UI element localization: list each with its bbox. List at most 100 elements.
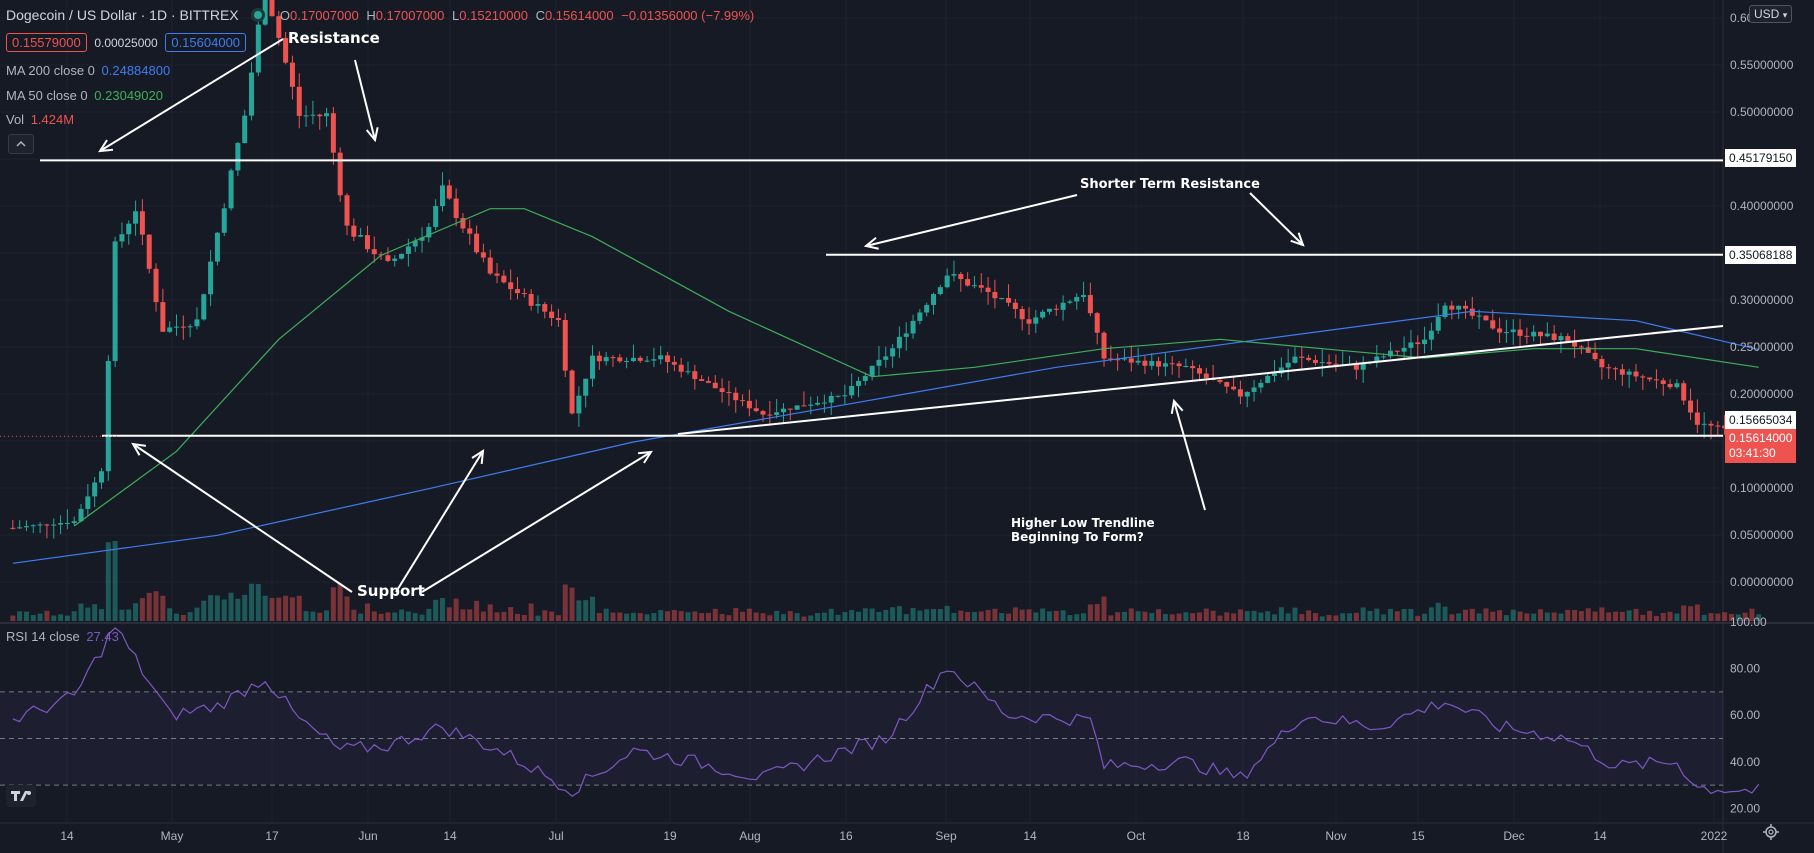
candle-body <box>521 293 527 295</box>
volume-bar <box>985 609 991 621</box>
candle-body <box>733 392 739 401</box>
candle-body <box>1647 377 1653 380</box>
candle-body <box>1312 359 1318 363</box>
candle-body <box>324 113 330 117</box>
volume-bar <box>1401 609 1407 621</box>
volume-bar <box>1108 615 1114 621</box>
candle-body <box>1544 333 1550 337</box>
higher-low-arrow <box>1173 400 1206 511</box>
annotation-shorter-term-resistance: Shorter Term Resistance <box>1080 177 1260 192</box>
rsi-legend[interactable]: RSI 14 close 27.43 <box>6 629 119 644</box>
ohlc-low-value: 0.15210000 <box>459 8 528 23</box>
candle-body <box>1531 331 1537 337</box>
candle-body <box>583 378 589 396</box>
candle-body <box>1722 425 1728 429</box>
settings-gear-icon[interactable] <box>1762 823 1780 841</box>
volume-bar <box>439 598 445 621</box>
rsi-tick-label: 20.00 <box>1730 801 1760 815</box>
candle-body <box>1606 367 1612 369</box>
volume-bar <box>528 603 534 621</box>
volume-bar <box>44 610 50 621</box>
volume-bar <box>98 609 104 621</box>
candle-body <box>1585 347 1591 353</box>
tradingview-logo[interactable] <box>6 785 36 807</box>
volume-bar <box>869 608 875 621</box>
candle-body <box>1265 375 1271 383</box>
volume-bar <box>1490 611 1496 621</box>
volume-value: 1.424M <box>30 112 75 127</box>
volume-bar <box>1326 615 1332 621</box>
shorter-term-arrow-left-head <box>863 236 879 250</box>
volume-bar <box>508 607 514 621</box>
candle-body <box>399 253 405 259</box>
buy-price-box[interactable]: 0.15604000 <box>165 33 247 52</box>
volume-bar <box>555 615 561 621</box>
last-price-tag: 0.15614000 03:41:30 <box>1725 429 1797 463</box>
volume-bar <box>924 609 930 621</box>
annotation-higher-low: Higher Low Trendline Beginning To Form? <box>1011 516 1155 544</box>
sell-price-box[interactable]: 0.15579000 <box>6 33 87 52</box>
volume-bar <box>515 613 520 621</box>
support-arrow-3 <box>421 451 652 593</box>
candle-body <box>896 336 902 349</box>
volume-label: Vol <box>6 112 25 127</box>
volume-bar <box>876 611 882 621</box>
candle-body <box>876 359 882 366</box>
volume-bar <box>1094 604 1100 621</box>
volume-bar <box>453 598 459 621</box>
volume-bar <box>214 595 220 621</box>
candle-body <box>289 62 295 87</box>
volume-bar <box>1469 608 1475 621</box>
collapse-legend-button[interactable] <box>8 134 34 154</box>
rsi-tick-label: 80.00 <box>1730 662 1760 676</box>
ma200-legend[interactable]: MA 200 close 0 0.24884800 <box>6 63 170 78</box>
volume-bar <box>1606 612 1612 621</box>
candle-body <box>296 86 302 116</box>
volume-bar <box>535 615 541 621</box>
volume-bar <box>1428 607 1434 621</box>
market-status-icon <box>254 11 263 19</box>
ohlc-close-label: C <box>535 8 545 23</box>
price-tick-label: 0.25000000 <box>1730 340 1794 354</box>
volume-bar <box>992 608 998 621</box>
currency-button[interactable]: USD ▾ <box>1749 5 1793 23</box>
volume-bar <box>1040 608 1046 621</box>
candle-body <box>862 376 868 381</box>
volume-legend[interactable]: Vol 1.424M <box>6 112 74 127</box>
volume-bar <box>1156 609 1162 621</box>
candle-body <box>842 395 848 397</box>
volume-bar <box>1101 596 1107 621</box>
volume-bar <box>1244 611 1250 621</box>
shorter-term-arrow-right <box>1249 192 1304 246</box>
candle-body <box>1183 366 1189 368</box>
candle-body <box>1510 329 1516 333</box>
candle-body <box>726 392 732 394</box>
volume-bar <box>10 615 16 621</box>
volume-bar <box>378 613 384 621</box>
volume-bar <box>1749 608 1755 621</box>
candle-body <box>1306 357 1312 360</box>
candle-body <box>474 233 480 253</box>
candle-body <box>1503 332 1509 334</box>
ma50-legend[interactable]: MA 50 close 0 0.23049020 <box>6 88 163 103</box>
candle-body <box>201 294 207 320</box>
candle-body <box>535 304 541 306</box>
candle-body <box>856 380 861 386</box>
candle-body <box>1006 297 1012 303</box>
volume-bar <box>351 609 357 621</box>
candle-body <box>78 508 84 522</box>
shorter-term-arrow-right-head <box>1290 232 1305 247</box>
candle-body <box>555 318 561 320</box>
ohlc-close-value: 0.15614000 <box>544 8 614 23</box>
volume-bar <box>167 608 173 621</box>
candle-body <box>1046 308 1052 312</box>
volume-bar <box>1319 616 1325 621</box>
volume-bar <box>1053 610 1059 621</box>
support-arrow-2 <box>395 450 484 593</box>
volume-bar <box>1735 614 1741 621</box>
volume-bar <box>1203 608 1209 621</box>
volume-bar <box>1756 614 1762 621</box>
candle-body <box>1469 308 1475 316</box>
volume-bar <box>1237 609 1243 621</box>
